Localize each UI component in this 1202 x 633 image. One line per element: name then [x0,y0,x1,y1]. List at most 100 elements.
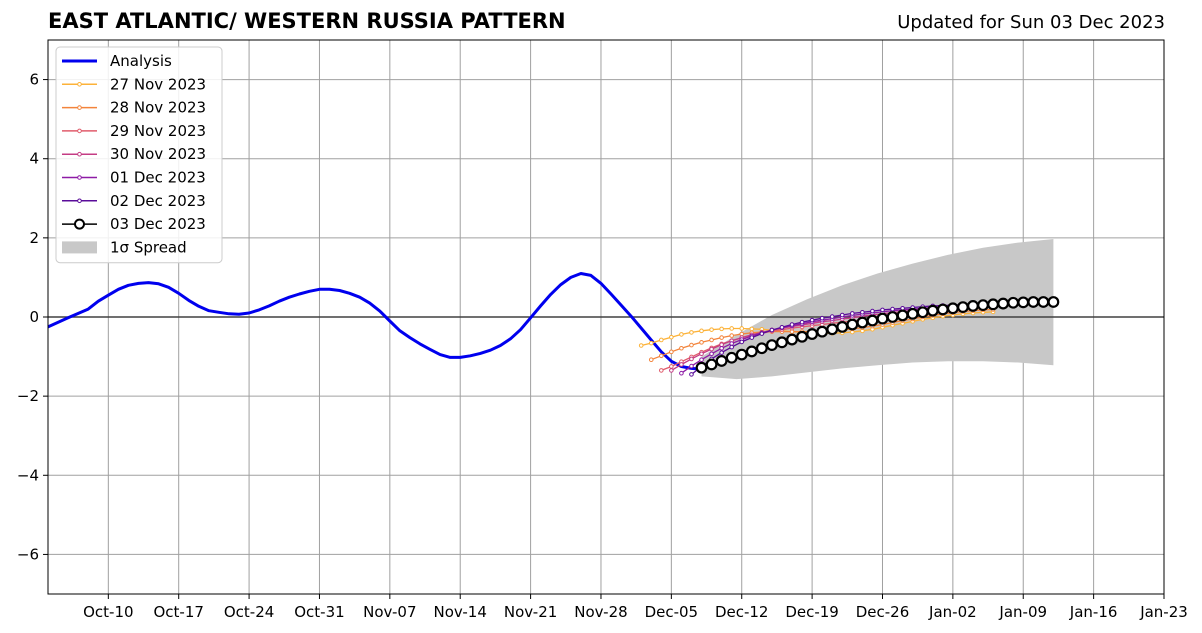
forecast-point [1007,296,1020,309]
forecast-point [886,311,899,323]
forecast-point [658,353,664,359]
analysis-line [47,272,702,371]
legend-entry: 02 Dec 2023 [62,192,206,210]
forecast-point [648,357,654,363]
forecast-point [699,357,704,363]
forecast-point [1037,296,1050,308]
forecast-point [725,351,738,364]
legend-entry: 28 Nov 2023 [62,99,206,117]
forecast-point [755,342,768,355]
forecast-point [719,326,724,332]
forecast-point [709,337,714,343]
legend-label: 29 Nov 2023 [110,122,206,140]
x-tick-label: Nov-21 [504,603,557,621]
x-tick-label: Jan-23 [1139,603,1188,621]
forecast-point [916,306,929,319]
forecast-point [679,362,684,367]
legend-entry: 1σ Spread [62,238,187,256]
forecast-point [796,330,808,343]
x-tick-label: Jan-02 [928,603,977,621]
forecast-point [689,372,694,377]
x-tick-label: Nov-28 [574,603,627,621]
y-tick-label: 4 [29,150,39,168]
x-tick-label: Oct-24 [224,603,274,621]
x-tick-label: Oct-10 [83,603,133,621]
spread-band [701,239,1054,380]
forecast-point [669,349,674,355]
forecast-point [699,328,704,334]
forecast-point [669,368,674,373]
forecast-point [799,319,805,325]
legend: Analysis 27 Nov 2023 28 Nov 2023 29 Nov 202… [55,46,223,264]
legend-label: 27 Nov 2023 [110,75,206,93]
forecast-point [719,345,724,351]
y-axis: 6 4 2 0 −2 −4 −6 [17,71,48,563]
forecast-point [719,350,724,355]
forecast-point [836,320,849,333]
y-tick-label: 0 [29,308,39,326]
forecast-point [809,317,815,323]
forecast-point [679,332,684,337]
forecast-point [860,309,865,315]
forecast-point [946,302,959,315]
forecast-point [739,339,745,345]
forecast-layer [638,296,1060,377]
forecast-point [870,308,875,314]
forecast-point [729,333,734,338]
legend-label: 30 Nov 2023 [110,145,206,163]
legend-entry: Analysis [62,52,172,70]
legend-entry: 03 Dec 2023 [62,215,206,233]
forecast-point [806,328,819,340]
forecast-point [638,343,644,348]
spread-band-layer [701,239,1054,380]
forecast-point [967,300,979,312]
forecast-point [829,314,835,319]
x-tick-label: Jan-16 [1069,603,1118,621]
forecast-point [759,331,765,336]
forecast-point [839,312,845,318]
forecast-point [846,318,859,331]
forecast-point [769,327,775,333]
forecast-point [658,337,664,343]
forecast-point [679,345,684,351]
forecast-point [699,340,704,345]
forecast-point [906,307,919,320]
legend-label: 02 Dec 2023 [110,192,206,210]
forecast-point [729,341,734,346]
forecast-point [689,356,694,362]
forecast-point [1027,296,1040,308]
y-tick-label: −4 [17,466,39,484]
legend-entry: 30 Nov 2023 [62,145,206,163]
legend-swatch [62,241,97,254]
forecast-point [689,342,694,348]
forecast-point [719,335,724,340]
updated-label: Updated for Sun 03 Dec 2023 [897,12,1165,33]
forecast-point [709,351,714,357]
forecast-point [715,355,728,367]
forecast-point [826,323,839,336]
forecast-point [705,358,718,371]
x-tick-label: Jan-09 [998,603,1047,621]
forecast-point [987,298,999,311]
x-tick-label: Oct-17 [153,603,203,621]
forecast-point [679,370,684,376]
forecast-point [936,303,949,316]
forecast-point [648,340,654,346]
forecast-point [689,363,694,369]
y-tick-label: 2 [29,229,39,247]
legend-label: Analysis [110,52,172,70]
legend-label: 28 Nov 2023 [110,99,206,117]
forecast-point [669,364,674,369]
legend-marker [77,82,82,87]
forecast-point [876,312,889,325]
forecast-point [739,331,745,337]
x-tick-label: Dec-19 [785,603,839,621]
forecast-point [866,314,879,327]
y-tick-label: 6 [29,71,39,89]
forecast-point [779,324,785,330]
forecast-point [776,336,788,349]
forecast-point [926,304,939,317]
legend-marker [77,128,82,134]
legend-label: 01 Dec 2023 [110,169,206,187]
x-tick-label: Nov-07 [363,603,416,621]
